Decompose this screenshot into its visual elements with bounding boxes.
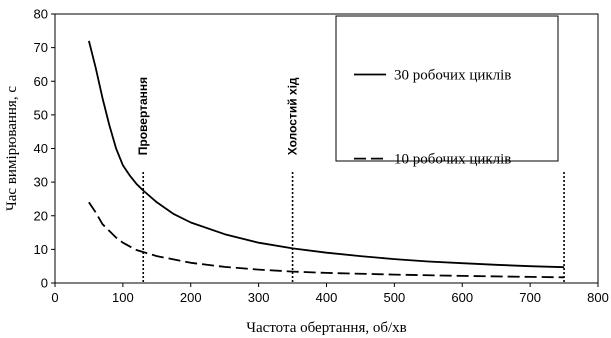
- y-axis-label: Час вимірювання, с: [4, 86, 20, 211]
- legend-entry-label: 10 робочих циклів: [394, 152, 511, 168]
- y-tick-label: 70: [34, 40, 48, 55]
- x-tick-label: 600: [451, 290, 473, 305]
- x-tick-label: 400: [316, 290, 338, 305]
- marker-label: Провертання: [136, 77, 150, 155]
- x-tick-label: 700: [519, 290, 541, 305]
- x-tick-label: 500: [384, 290, 406, 305]
- y-tick-label: 20: [34, 208, 48, 223]
- y-tick-label: 80: [34, 7, 48, 22]
- x-tick-label: 0: [51, 290, 58, 305]
- x-tick-label: 200: [180, 290, 202, 305]
- series-line-dashed: [88, 201, 565, 279]
- x-tick-label: 100: [112, 290, 134, 305]
- y-tick-label: 10: [34, 242, 48, 257]
- marker-label: Холостий хід: [286, 77, 300, 155]
- y-tick-label: 0: [41, 276, 48, 291]
- legend-box: [335, 15, 559, 162]
- legend: 30 робочих циклів 10 робочих циклів: [335, 15, 559, 168]
- x-tick-label: 800: [587, 290, 609, 305]
- x-tick-label: 300: [248, 290, 270, 305]
- x-axis-label: Частота обертання, об/хв: [246, 320, 407, 336]
- y-tick-label: 60: [34, 74, 48, 89]
- legend-entry-label: 30 робочих циклів: [394, 68, 511, 84]
- series-line-solid: [88, 40, 565, 269]
- y-tick-label: 40: [34, 141, 48, 156]
- y-tick-label: 30: [34, 175, 48, 190]
- y-tick-label: 50: [34, 107, 48, 122]
